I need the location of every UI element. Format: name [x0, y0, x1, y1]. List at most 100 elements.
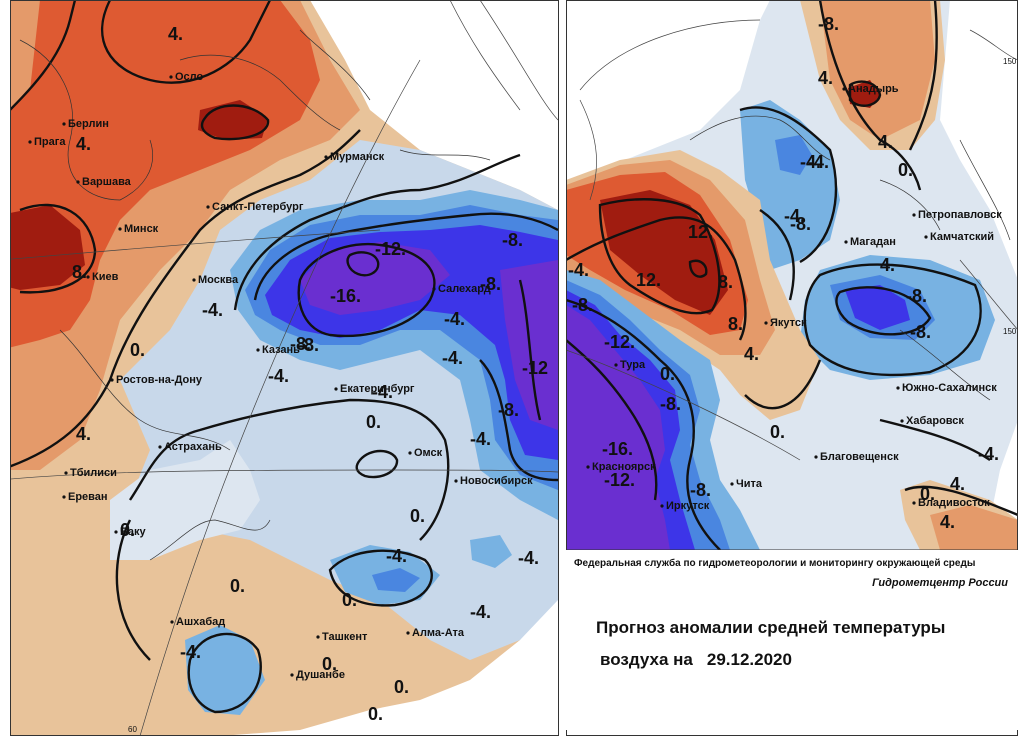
city-marker: Тура	[614, 359, 646, 371]
city-dot	[170, 620, 174, 624]
city-dot	[842, 87, 846, 91]
city-label: Астрахань	[164, 441, 222, 453]
contour-value-label: -4.	[470, 429, 491, 449]
city-dot	[28, 140, 32, 144]
contour-value-label: 4.	[76, 134, 91, 154]
city-dot	[114, 530, 118, 534]
contour-value-label: 4.	[818, 68, 833, 88]
city-dot	[86, 275, 90, 279]
map-caption: Федеральная служба по гидрометеорологии …	[566, 550, 1018, 730]
contour-value-label: 0.	[410, 506, 425, 526]
city-dot	[158, 445, 162, 449]
city-marker: Ашхабад	[170, 616, 225, 628]
city-label: Минск	[124, 223, 159, 235]
city-marker: Ташкент	[316, 631, 368, 643]
city-label: Иркутск	[666, 500, 710, 512]
contour-value-label: 4.	[880, 255, 895, 275]
city-label: Тура	[620, 359, 646, 371]
contour-value-label: -4.	[518, 548, 539, 568]
contour-value-label: 0.	[770, 422, 785, 442]
forecast-title: Прогноз аномалии средней температуры	[596, 618, 946, 637]
city-marker: Омск	[408, 447, 443, 459]
contour-value-label: -8.	[790, 214, 811, 234]
contour-value-label: -16.	[330, 286, 361, 306]
city-dot	[110, 378, 114, 382]
city-label: Камчатский	[930, 231, 994, 243]
contour-value-label: 0.	[322, 654, 337, 674]
city-marker: Салехард	[432, 283, 491, 295]
city-label: Якутск	[770, 317, 807, 329]
city-label: Красноярск	[592, 461, 656, 473]
city-marker: Берлин	[62, 118, 109, 130]
city-marker: Минск	[118, 223, 159, 235]
contour-value-label: -4.	[444, 309, 465, 329]
contour-value-label: -8.	[906, 286, 927, 306]
city-dot	[924, 235, 928, 239]
city-label: Киев	[92, 271, 119, 283]
city-dot	[62, 495, 66, 499]
city-dot	[192, 278, 196, 282]
city-dot	[290, 673, 294, 677]
city-marker: Киев	[86, 271, 119, 283]
city-dot	[586, 465, 590, 469]
city-dot	[62, 122, 66, 126]
city-marker: Чита	[730, 478, 763, 490]
contour-value-label: -4.	[800, 152, 821, 172]
contour-value-label: 0.	[130, 340, 145, 360]
city-marker: Петропавловск	[912, 209, 1002, 221]
city-label: Екатеринбург	[340, 383, 415, 395]
contour-value-label: 8.	[72, 262, 87, 282]
city-dot	[64, 471, 68, 475]
contour-value-label: -4.	[442, 348, 463, 368]
contour-value-label: -4.	[180, 642, 201, 662]
city-label: Душанбе	[296, 669, 345, 681]
city-dot	[814, 455, 818, 459]
city-marker: Екатеринбург	[334, 383, 415, 395]
city-label: Анадырь	[848, 83, 899, 95]
contour-value-label: -8.	[818, 14, 839, 34]
city-dot	[76, 180, 80, 184]
contour-value-label: -16.	[602, 439, 633, 459]
contour-value-label: -8.	[480, 274, 501, 294]
city-label: Ереван	[68, 491, 108, 503]
city-marker: Казань	[256, 344, 300, 356]
contour-value-label: 4.	[940, 512, 955, 532]
contour-value-label: -4.	[978, 444, 999, 464]
contour-value-label: -12	[522, 358, 548, 378]
left-map-panel: 30 60	[10, 0, 558, 736]
contour-value-label: -12.	[375, 239, 406, 259]
city-marker: Прага	[28, 136, 66, 148]
city-marker: Ереван	[62, 491, 108, 503]
city-marker: Якутск	[764, 317, 807, 329]
city-marker: Камчатский	[924, 231, 994, 243]
contour-value-label: -4.	[202, 300, 223, 320]
right-map-panel: 150 150	[566, 0, 1018, 550]
city-label: Варшава	[82, 176, 132, 188]
contour-value-label: 4.	[76, 424, 91, 444]
city-label: Омск	[414, 447, 443, 459]
city-marker: Анадырь	[842, 83, 899, 95]
contour-value-label: -12.	[604, 470, 635, 490]
city-marker: Осло	[169, 71, 204, 83]
contour-value-label: 12.	[636, 270, 661, 290]
city-marker: Красноярск	[586, 461, 656, 473]
city-dot	[730, 482, 734, 486]
city-label: Салехард	[438, 283, 491, 295]
city-label: Алма-Ата	[412, 627, 465, 639]
city-dot	[256, 348, 260, 352]
contour-value-label: -4.	[470, 602, 491, 622]
city-label: Петропавловск	[918, 209, 1002, 221]
city-marker: Мурманск	[324, 151, 385, 163]
contour-value-label: 4.	[878, 132, 893, 152]
forecast-title-line2: воздуха на	[600, 650, 693, 669]
city-marker: Южно-Сахалинск	[896, 382, 997, 394]
city-label: Ашхабад	[176, 616, 225, 628]
city-label: Баку	[120, 526, 147, 538]
contour-value-label: 0.	[342, 590, 357, 610]
city-dot	[118, 227, 122, 231]
city-label: Прага	[34, 136, 66, 148]
city-dot	[406, 631, 410, 635]
agency-name: Федеральная служба по гидрометеорологии …	[574, 558, 976, 569]
city-label: Берлин	[68, 118, 109, 130]
contour-value-label: -12.	[604, 332, 635, 352]
